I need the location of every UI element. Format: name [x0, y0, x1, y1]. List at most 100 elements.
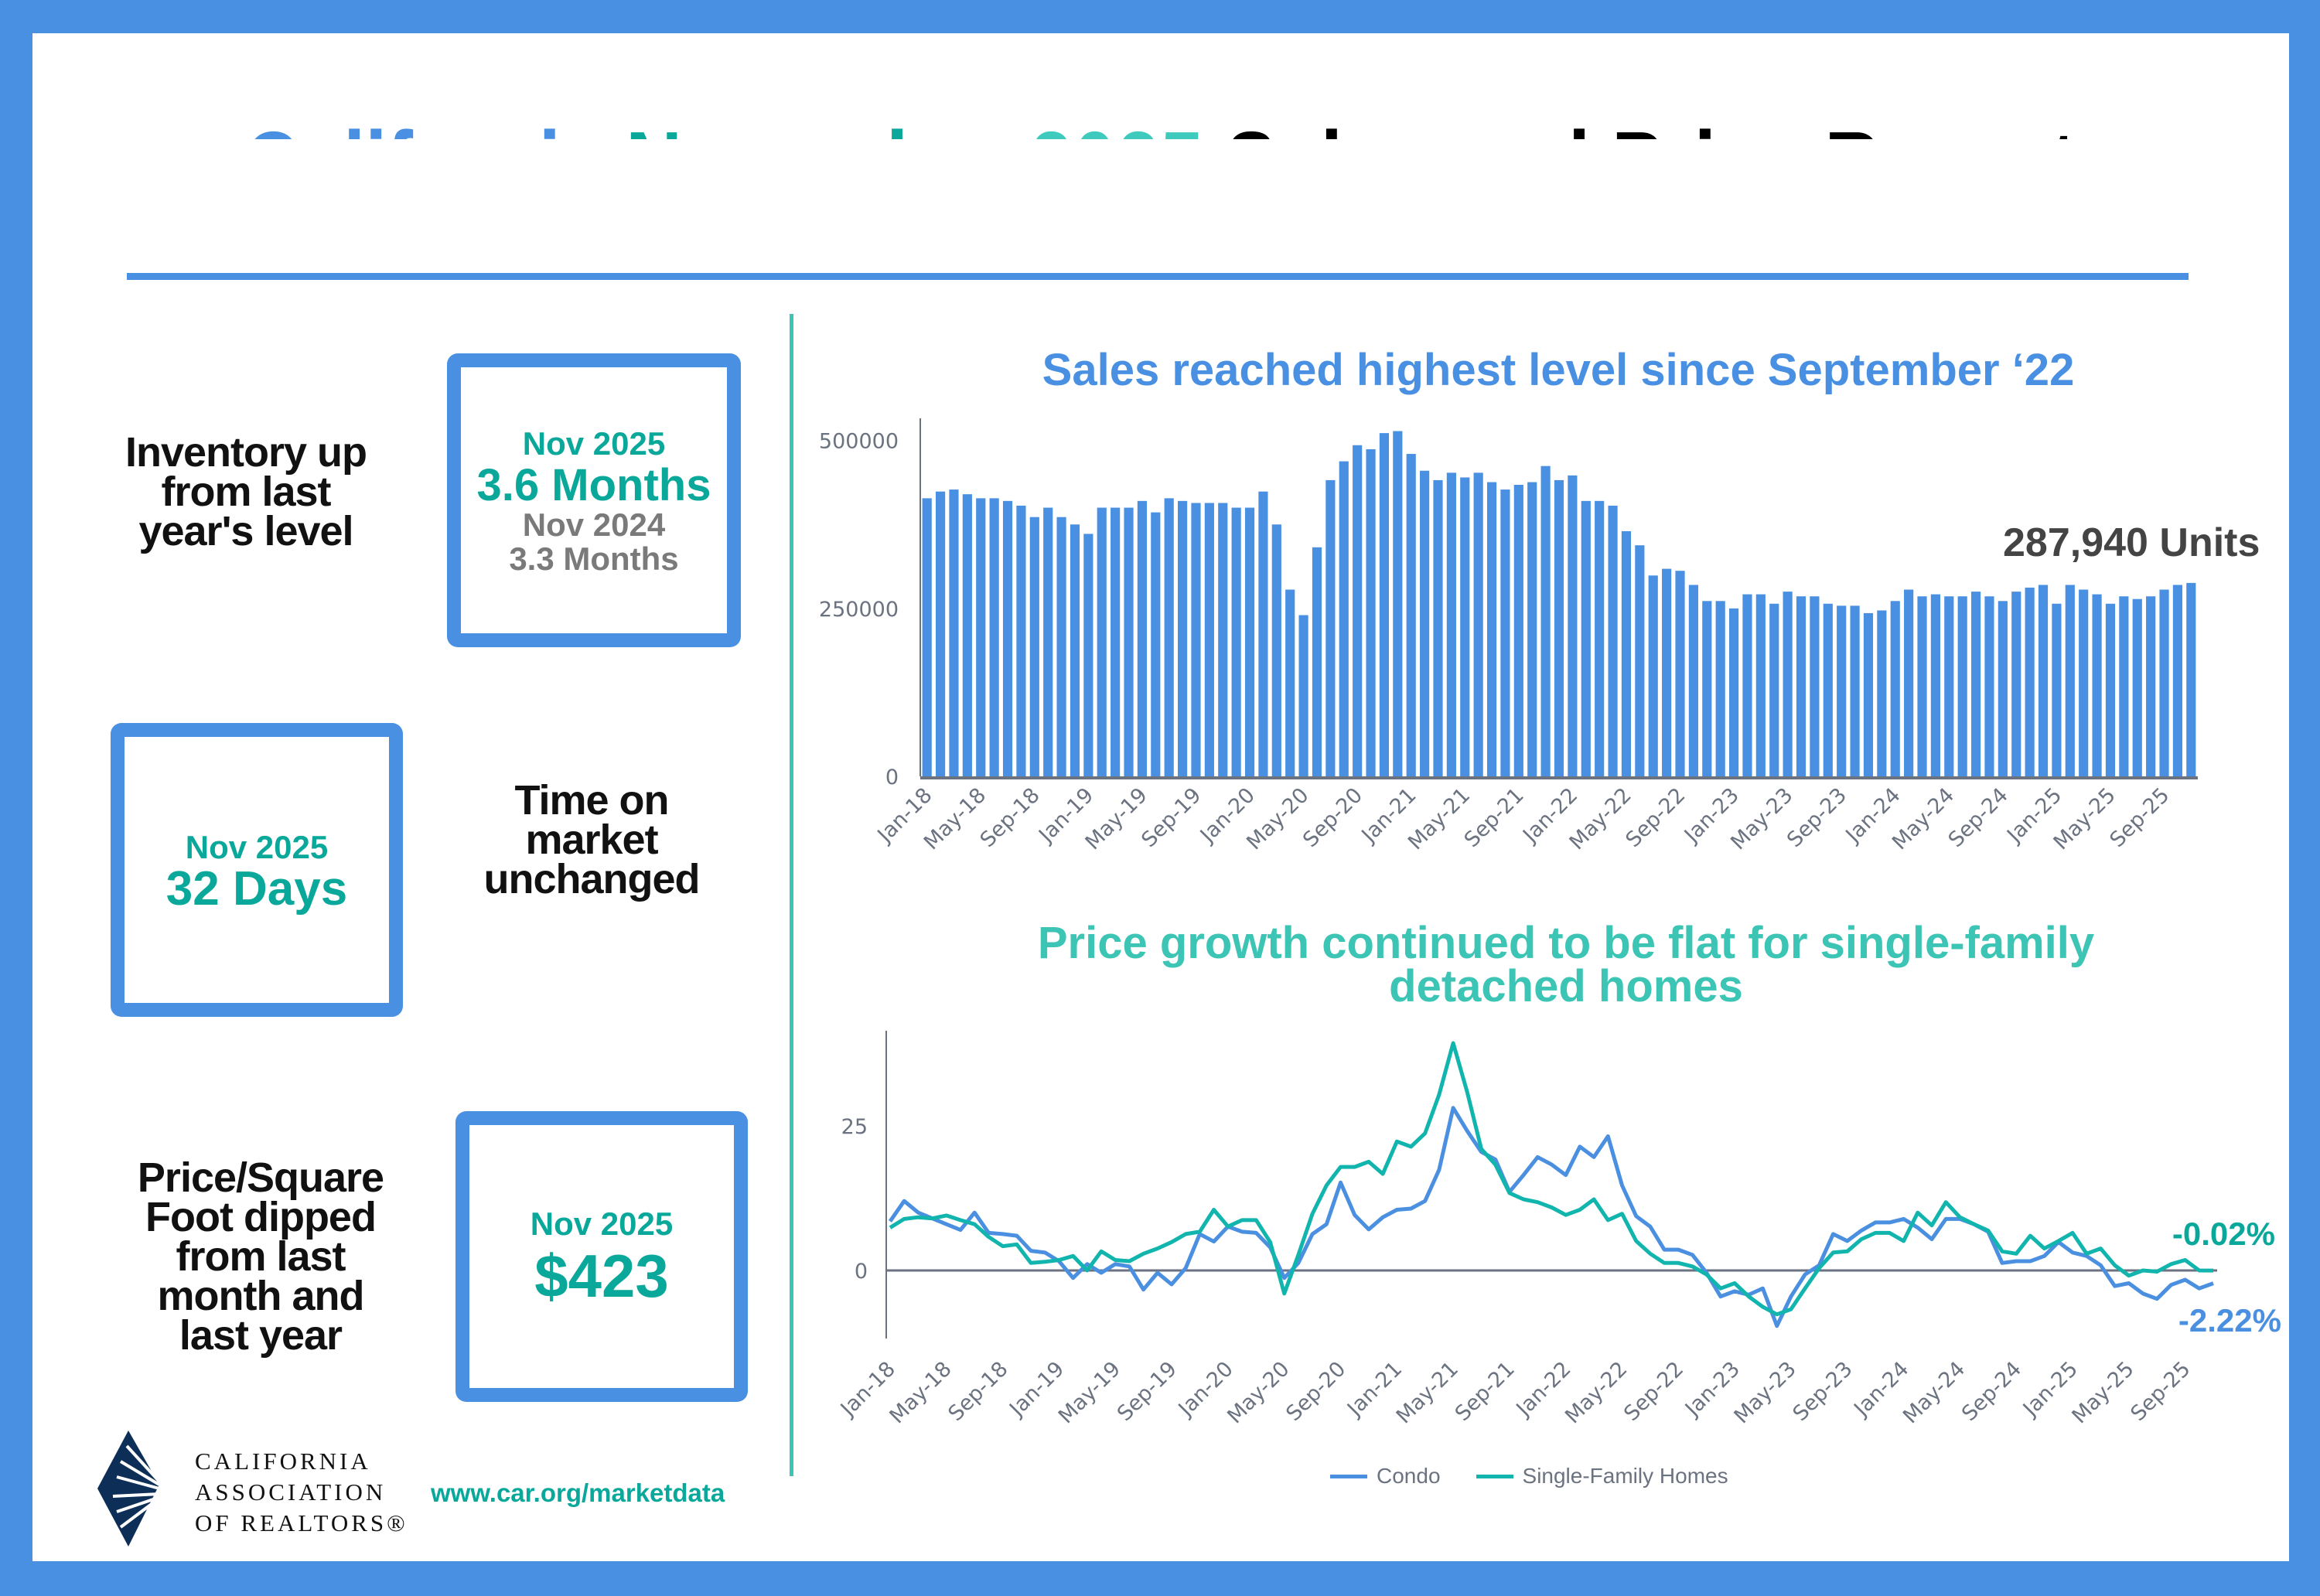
sales-bar — [2065, 585, 2075, 776]
x-tick-label: May-20 — [1223, 1357, 1294, 1428]
sales-bar — [2132, 598, 2142, 776]
sales-bar — [1312, 547, 1322, 776]
sales-bar — [1191, 503, 1201, 776]
sales-bar — [1124, 507, 1134, 776]
price-sqft-label: Price/Square Foot dipped from last month… — [106, 1154, 415, 1359]
x-tick-label: Sep-18 — [943, 1357, 1012, 1426]
sales-bar — [1433, 479, 1443, 776]
sales-bar — [1218, 503, 1228, 776]
sales-bar — [1675, 571, 1685, 776]
sales-bar — [962, 494, 972, 776]
time-on-market-box: Nov 2025 32 Days — [111, 723, 403, 1017]
sales-bar — [1070, 524, 1080, 776]
label-line: market — [525, 817, 658, 863]
sales-bar — [1930, 594, 1940, 776]
sales-bar — [1016, 505, 1026, 776]
x-tick-label: Sep-19 — [1137, 783, 1206, 852]
x-tick-label: May-25 — [2067, 1357, 2138, 1428]
sales-bar — [1581, 500, 1591, 776]
x-tick-label: Sep-18 — [976, 783, 1045, 852]
legend-swatch-sfh — [1476, 1474, 1513, 1478]
sales-bar — [1662, 568, 1672, 776]
sales-bar — [1850, 605, 1860, 776]
sales-bar — [1688, 585, 1698, 776]
sales-bar — [1244, 507, 1255, 776]
sales-bar — [935, 491, 946, 776]
label-line: Inventory up — [125, 429, 367, 476]
sales-bar — [922, 498, 932, 776]
car-logo-text: CALIFORNIA ASSOCIATION OF REALTORS® — [195, 1446, 408, 1539]
sales-bar — [1904, 589, 1914, 776]
sales-bar — [1339, 461, 1349, 776]
car-logo-icon — [97, 1431, 161, 1547]
sales-bar — [1258, 491, 1268, 776]
sales-bar — [1702, 601, 1712, 776]
x-tick-label: May-21 — [1392, 1357, 1463, 1428]
sales-bar — [1877, 610, 1887, 776]
x-tick-label: Sep-21 — [1460, 783, 1529, 852]
sales-bar — [1029, 517, 1039, 776]
x-tick-label: Sep-19 — [1113, 1357, 1182, 1426]
price-chart-legend: Condo Single-Family Homes — [1330, 1464, 1728, 1489]
sales-bar — [976, 498, 986, 776]
sales-bar — [1231, 507, 1241, 776]
sales-bar — [1648, 575, 1658, 776]
label-line: unchanged — [483, 856, 700, 902]
sales-bar — [1002, 500, 1013, 776]
sales-bar — [1486, 482, 1497, 776]
sales-bar — [1917, 596, 1927, 776]
title-line: detached homes — [1389, 961, 1743, 1011]
sales-bar — [2186, 582, 2196, 776]
tom-current-period: Nov 2025 — [185, 829, 329, 865]
legend-swatch-condo — [1330, 1474, 1367, 1478]
sales-bar — [2172, 585, 2183, 776]
sales-bar — [1164, 498, 1174, 776]
sales-bar — [1554, 479, 1564, 776]
x-tick-label: May-22 — [1561, 1357, 1632, 1428]
label-line: year's level — [138, 508, 353, 554]
sales-bar — [1420, 470, 1430, 776]
x-tick-label: Sep-23 — [1789, 1357, 1858, 1426]
market-data-link[interactable]: www.car.org/marketdata — [431, 1478, 725, 1507]
title-california: California — [244, 111, 605, 139]
x-tick-label: May-18 — [885, 1357, 957, 1428]
sales-bar — [1178, 500, 1188, 776]
sales-bar — [1043, 507, 1053, 776]
sales-bar — [1984, 596, 1994, 776]
sales-bar — [2092, 594, 2102, 776]
sales-bar — [1473, 472, 1483, 776]
sales-bar — [1823, 603, 1833, 776]
sales-bar — [1366, 448, 1376, 776]
x-tick-label: Sep-22 — [1621, 783, 1690, 852]
sfh-line — [889, 1041, 2214, 1317]
sfh-end-label: -0.02% — [2172, 1216, 2275, 1252]
logo-line: OF REALTORS® — [195, 1509, 408, 1536]
sales-bar — [1769, 603, 1779, 776]
sales-bar — [1540, 466, 1551, 776]
label-line: Time on — [514, 777, 669, 824]
sales-bar — [1097, 507, 1107, 776]
sales-bar — [1755, 594, 1766, 776]
title-rest: Sales and Price Report — [1225, 111, 2076, 139]
legend-label-condo: Condo — [1377, 1464, 1441, 1488]
tom-current-value: 32 Days — [165, 862, 348, 916]
title-line: Price growth continued to be flat for si… — [1037, 918, 2095, 968]
condo-line — [888, 1106, 2214, 1328]
price-chart-title: Price growth continued to be flat for si… — [851, 918, 2281, 1011]
x-tick-label: Sep-21 — [1451, 1357, 1520, 1426]
header-divider — [127, 273, 2189, 280]
sales-bar — [1406, 454, 1416, 776]
x-tick-label: May-23 — [1730, 1357, 1801, 1428]
sales-bar — [1111, 507, 1121, 776]
sales-bar — [1890, 601, 1900, 776]
sales-bar — [2011, 592, 2021, 776]
x-tick-label: May-19 — [1054, 1357, 1125, 1428]
y-tick-label: 500000 — [819, 430, 899, 454]
label-line: Price/Square — [137, 1154, 384, 1201]
inventory-label: Inventory up from last year's level — [99, 429, 393, 554]
sales-bar — [1325, 479, 1336, 776]
sales-bar — [1595, 500, 1605, 776]
label-line: last year — [179, 1312, 343, 1359]
sales-bar — [1056, 517, 1066, 776]
